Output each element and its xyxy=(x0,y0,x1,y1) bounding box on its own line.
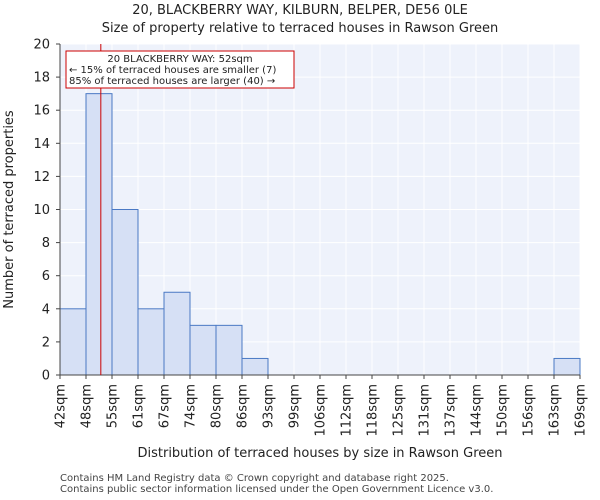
x-tick-label: 86sqm xyxy=(236,384,251,428)
annotation-box xyxy=(65,50,295,89)
x-tick-label: 163sqm xyxy=(548,384,563,437)
y-axis-label: Number of terraced properties xyxy=(2,110,17,309)
y-tick-label: 20 xyxy=(33,38,50,53)
x-tick-label: 131sqm xyxy=(418,384,433,437)
histogram-bar xyxy=(189,324,217,376)
annotation-line-3: 85% of terraced houses are larger (40) → xyxy=(69,76,275,87)
y-tick-label: 16 xyxy=(33,104,50,119)
x-tick-label: 106sqm xyxy=(314,384,329,437)
histogram-bar xyxy=(111,209,139,376)
annotation-line-2: ← 15% of terraced houses are smaller (7) xyxy=(69,65,276,76)
histogram-chart: 0 2 4 6 8 10 12 14 16 18 20 42sqm 48sqm 55sqm 61sqm 67s… xyxy=(2,38,589,462)
y-tick-label: 4 xyxy=(42,302,50,317)
histogram-bar xyxy=(85,93,113,376)
x-axis-label: Distribution of terraced houses by size … xyxy=(137,446,502,461)
x-tick-label: 169sqm xyxy=(574,384,589,437)
y-tick-label: 2 xyxy=(42,335,50,350)
chart-subtitle: Size of property relative to terraced ho… xyxy=(101,21,499,36)
histogram-bar xyxy=(59,308,87,376)
x-tick-label: 99sqm xyxy=(288,384,303,428)
histogram-bar xyxy=(215,324,243,376)
histogram-bar xyxy=(137,308,165,376)
y-tick-label: 6 xyxy=(42,269,50,284)
x-tick-label: 156sqm xyxy=(522,384,537,437)
x-tick-label: 42sqm xyxy=(54,384,69,428)
histogram-bar xyxy=(553,357,581,376)
x-tick-label: 125sqm xyxy=(392,384,407,437)
x-tick-label: 150sqm xyxy=(496,384,511,437)
x-tick-label: 61sqm xyxy=(132,384,147,428)
footer-line-2: Contains public sector information licen… xyxy=(60,484,494,495)
footer-line-1: Contains HM Land Registry data © Crown c… xyxy=(60,473,449,484)
x-tick-label: 48sqm xyxy=(80,384,95,428)
histogram-bar xyxy=(241,357,269,376)
x-tick-label: 118sqm xyxy=(366,384,381,437)
y-tick-label: 12 xyxy=(33,170,50,185)
y-tick-label: 18 xyxy=(33,71,50,86)
x-tick-label: 55sqm xyxy=(106,384,121,428)
x-tick-label: 137sqm xyxy=(444,384,459,437)
x-tick-label: 74sqm xyxy=(184,384,199,428)
y-tick-label: 8 xyxy=(42,236,50,251)
annotation-line-1: 20 BLACKBERRY WAY: 52sqm xyxy=(107,54,252,65)
chart-title: 20, BLACKBERRY WAY, KILBURN, BELPER, DE5… xyxy=(132,3,468,18)
x-tick-label: 144sqm xyxy=(470,384,485,437)
x-tick-label: 93sqm xyxy=(262,384,277,428)
x-tick-label: 80sqm xyxy=(210,384,225,428)
y-tick-label: 0 xyxy=(42,369,50,384)
histogram-bar xyxy=(163,291,191,376)
y-tick-label: 10 xyxy=(33,203,50,218)
x-tick-label: 112sqm xyxy=(340,384,355,437)
x-tick-label: 67sqm xyxy=(158,384,173,428)
y-tick-label: 14 xyxy=(33,137,50,152)
